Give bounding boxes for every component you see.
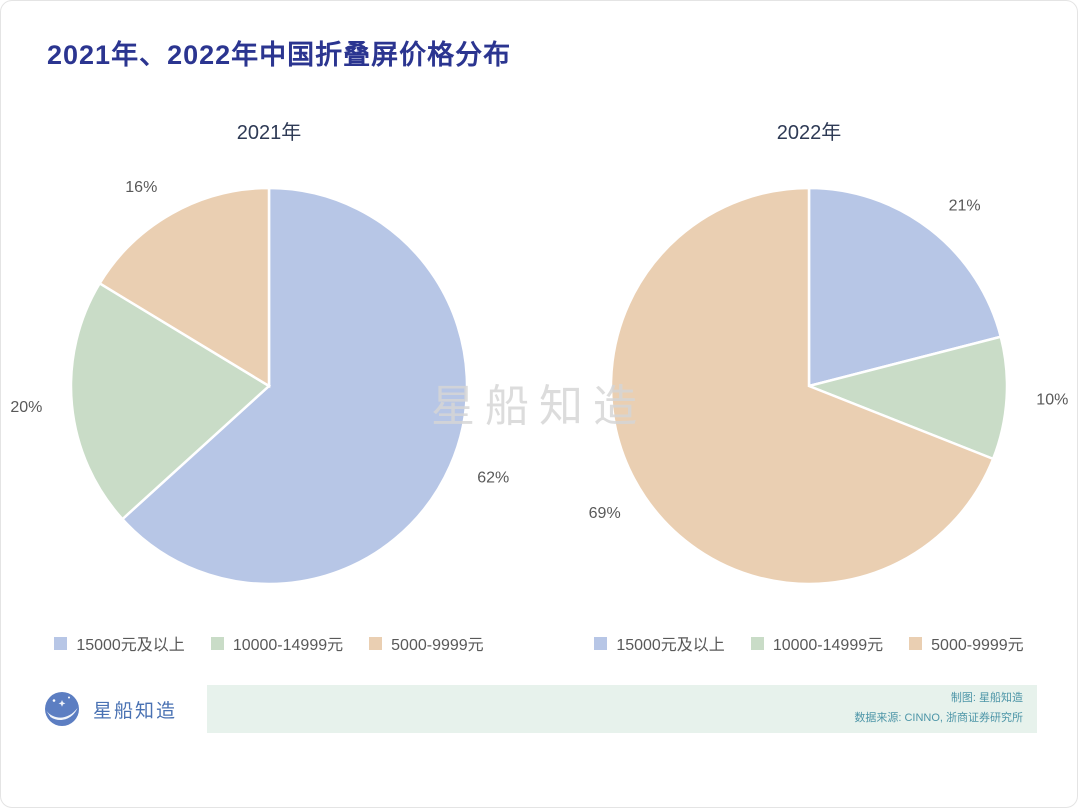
legend-item-1: 10000-14999元	[210, 631, 344, 655]
pie-slice-1	[69, 281, 272, 521]
slice-label-2: 16%	[125, 179, 157, 196]
legend-item-2: 5000-9999元	[909, 631, 1024, 655]
credit-bar: 制图: 星船知造 数据来源: CINNO, 浙商证券研究所	[207, 685, 1037, 733]
pie-2021: 62% 20% 16%	[1, 151, 539, 621]
pie-slice-0	[120, 186, 469, 586]
legend-label-0: 15000元及以上	[76, 637, 185, 654]
pie-2022: 21% 10% 69%	[539, 151, 1077, 621]
chart-title-2022: 2022年	[776, 122, 842, 144]
legend-item-0: 15000元及以上	[54, 631, 185, 655]
pie-chart-2022: 2022年 21% 10% 69% 15000元及以上 10000-14999元 500…	[539, 116, 1077, 655]
brand: 星船知造	[41, 688, 207, 730]
chart-title-2021: 2021年	[236, 122, 302, 144]
legend-swatch-1	[210, 636, 224, 650]
pie-slice-2	[97, 186, 271, 389]
slice-label-1: 10%	[1036, 392, 1068, 409]
legend-swatch-2	[909, 636, 923, 650]
legend-label-1: 10000-14999元	[232, 637, 344, 654]
legend-item-2: 5000-9999元	[369, 631, 484, 655]
legend-label-2: 5000-9999元	[391, 637, 484, 654]
legend-2022: 15000元及以上 10000-14999元 5000-9999元	[539, 631, 1077, 655]
slice-label-0: 62%	[477, 469, 509, 486]
footer: 星船知造 制图: 星船知造 数据来源: CINNO, 浙商证券研究所	[41, 685, 1037, 733]
credit-source: 数据来源: CINNO, 浙商证券研究所	[854, 712, 1023, 724]
logo-icon	[45, 692, 79, 726]
slice-label-1: 20%	[10, 399, 42, 416]
legend-swatch-0	[594, 636, 608, 650]
legend-swatch-1	[750, 636, 764, 650]
legend-label-2: 5000-9999元	[931, 637, 1024, 654]
slice-label-0: 21%	[949, 197, 981, 214]
legend-swatch-0	[54, 636, 68, 650]
legend-item-1: 10000-14999元	[750, 631, 884, 655]
brand-name: 星船知造	[93, 700, 178, 722]
legend-item-0: 15000元及以上	[594, 631, 725, 655]
legend-swatch-2	[369, 636, 383, 650]
pie-slice-2	[609, 186, 995, 586]
pie-slice-1	[804, 335, 1009, 461]
pie-svg: 62% 20% 16%	[10, 179, 509, 586]
slice-label-2: 69%	[589, 505, 621, 522]
pie-svg: 21% 10% 69%	[589, 186, 1068, 586]
credit-maker: 制图: 星船知造	[950, 692, 1023, 705]
legend-label-1: 10000-14999元	[772, 637, 884, 654]
pie-chart-2021: 2021年 62% 20% 16% 15000元及以上 10000-14999元 500…	[1, 116, 539, 655]
pie-slice-0	[807, 186, 1003, 388]
page-title: 2021年、2022年中国折叠屏价格分布	[47, 40, 512, 70]
charts-area: 2021年 62% 20% 16% 15000元及以上 10000-14999元 500…	[1, 116, 1077, 655]
legend-2021: 15000元及以上 10000-14999元 5000-9999元	[1, 631, 539, 655]
legend-label-0: 15000元及以上	[616, 637, 725, 654]
